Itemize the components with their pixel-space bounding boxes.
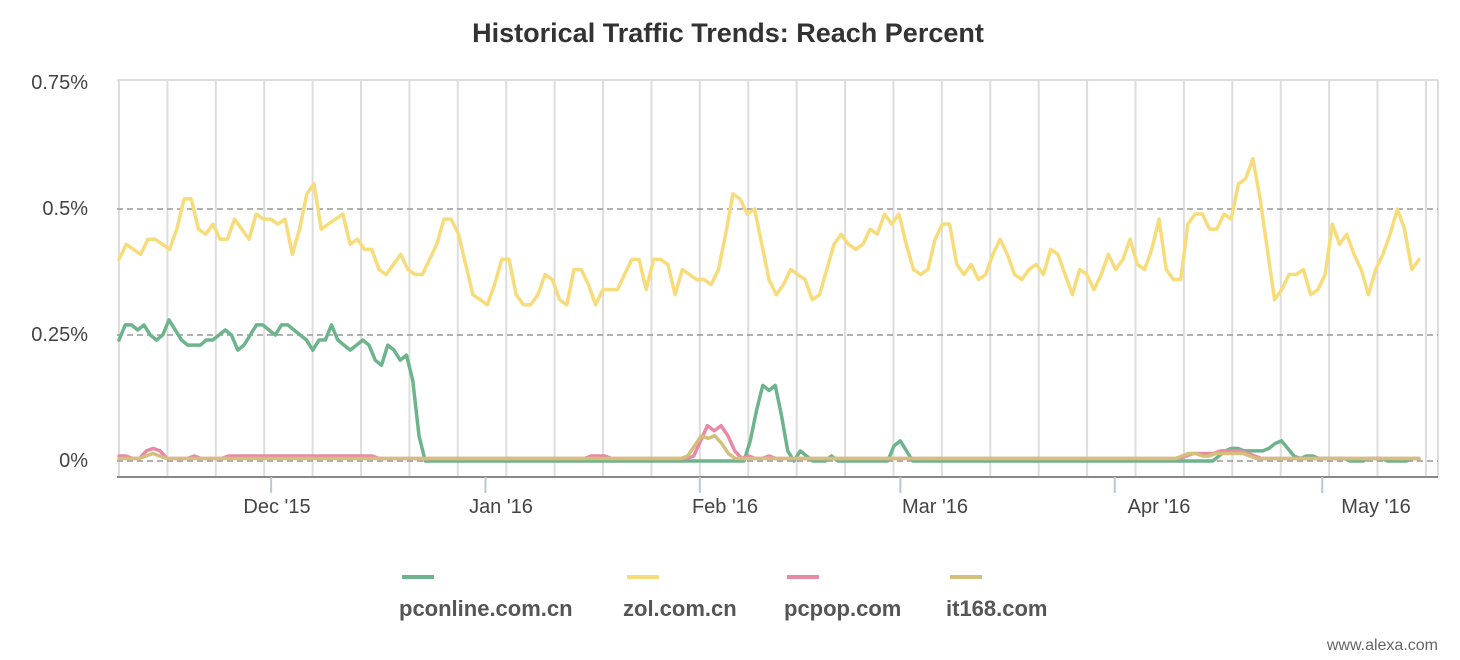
legend-label: zol.com.cn bbox=[623, 596, 737, 621]
series-line-it168-com[interactable] bbox=[117, 434, 1421, 461]
legend-label: pcpop.com bbox=[784, 596, 901, 621]
legend-item-pconline[interactable]: pconline.com.cn bbox=[399, 575, 573, 621]
legend-item-it168[interactable]: it168.com bbox=[946, 575, 1048, 621]
x-tick-label: Apr '16 bbox=[1128, 496, 1191, 518]
legend-item-pcpop[interactable]: pcpop.com bbox=[784, 575, 901, 621]
x-tick-label: Feb '16 bbox=[692, 496, 758, 518]
y-tick-label: 0.5% bbox=[42, 198, 88, 220]
x-tick-label: Jan '16 bbox=[469, 496, 533, 518]
x-ticks bbox=[270, 477, 1324, 493]
horizontal-gridlines bbox=[117, 208, 1438, 462]
vertical-gridlines bbox=[117, 79, 1439, 477]
series-lines bbox=[117, 156, 1421, 463]
legend: pconline.com.cn zol.com.cn pcpop.com it1… bbox=[399, 575, 1048, 621]
y-tick-label: 0% bbox=[59, 450, 88, 472]
legend-label: it168.com bbox=[946, 596, 1048, 621]
series-line-pcpop-com[interactable] bbox=[117, 423, 1421, 461]
y-tick-label: 0.75% bbox=[31, 72, 88, 94]
chart-title: Historical Traffic Trends: Reach Percent bbox=[472, 18, 984, 48]
x-tick-label: May '16 bbox=[1341, 496, 1410, 518]
x-tick-label: Dec '15 bbox=[243, 496, 310, 518]
series-line-zol-com-cn[interactable] bbox=[117, 156, 1421, 307]
series-line-pconline-com-cn[interactable] bbox=[117, 318, 1421, 463]
legend-label: pconline.com.cn bbox=[399, 596, 573, 621]
x-tick-label: Mar '16 bbox=[902, 496, 968, 518]
y-tick-label: 0.25% bbox=[31, 324, 88, 346]
credit-link[interactable]: www.alexa.com bbox=[1326, 637, 1438, 654]
legend-item-zol[interactable]: zol.com.cn bbox=[623, 575, 737, 621]
